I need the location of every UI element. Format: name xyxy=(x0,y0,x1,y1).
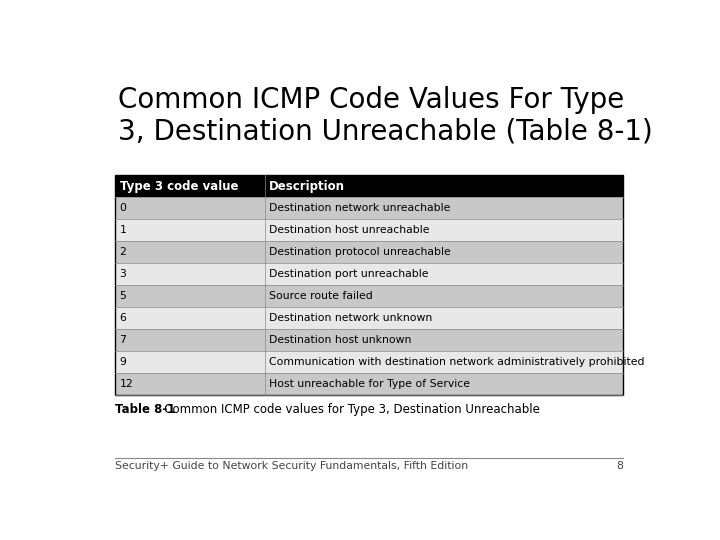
Text: 1: 1 xyxy=(120,225,127,235)
Text: 2: 2 xyxy=(120,247,127,257)
Bar xyxy=(115,263,623,285)
Text: 8: 8 xyxy=(616,461,623,471)
Text: 7: 7 xyxy=(120,335,127,345)
Text: Source route failed: Source route failed xyxy=(269,291,373,301)
Bar xyxy=(115,219,623,241)
Bar xyxy=(115,373,623,395)
Bar xyxy=(115,285,623,307)
Text: Destination network unreachable: Destination network unreachable xyxy=(269,203,451,213)
Text: 6: 6 xyxy=(120,313,127,323)
Bar xyxy=(115,329,623,352)
Text: Security+ Guide to Network Security Fundamentals, Fifth Edition: Security+ Guide to Network Security Fund… xyxy=(115,461,468,471)
Text: Host unreachable for Type of Service: Host unreachable for Type of Service xyxy=(269,379,470,389)
Bar xyxy=(115,352,623,373)
Text: Type 3 code value: Type 3 code value xyxy=(120,179,238,192)
Bar xyxy=(115,175,623,395)
Text: Destination host unreachable: Destination host unreachable xyxy=(269,225,430,235)
Bar xyxy=(115,241,623,263)
Text: Destination host unknown: Destination host unknown xyxy=(269,335,412,345)
Text: Common ICMP Code Values For Type
3, Destination Unreachable (Table 8-1): Common ICMP Code Values For Type 3, Dest… xyxy=(118,85,652,146)
Text: 0: 0 xyxy=(120,203,127,213)
Bar xyxy=(115,307,623,329)
Text: Destination port unreachable: Destination port unreachable xyxy=(269,269,429,279)
Bar xyxy=(115,175,623,197)
Text: 3: 3 xyxy=(120,269,127,279)
Text: 5: 5 xyxy=(120,291,127,301)
Text: 12: 12 xyxy=(120,379,133,389)
Text: 9: 9 xyxy=(120,357,127,367)
Text: Communication with destination network administratively prohibited: Communication with destination network a… xyxy=(269,357,645,367)
Text: Description: Description xyxy=(269,179,346,192)
Text: Destination protocol unreachable: Destination protocol unreachable xyxy=(269,247,451,257)
Text: Table 8-1: Table 8-1 xyxy=(115,403,176,416)
Text: Destination network unknown: Destination network unknown xyxy=(269,313,433,323)
Text: Common ICMP code values for Type 3, Destination Unreachable: Common ICMP code values for Type 3, Dest… xyxy=(153,403,540,416)
Bar xyxy=(115,197,623,219)
